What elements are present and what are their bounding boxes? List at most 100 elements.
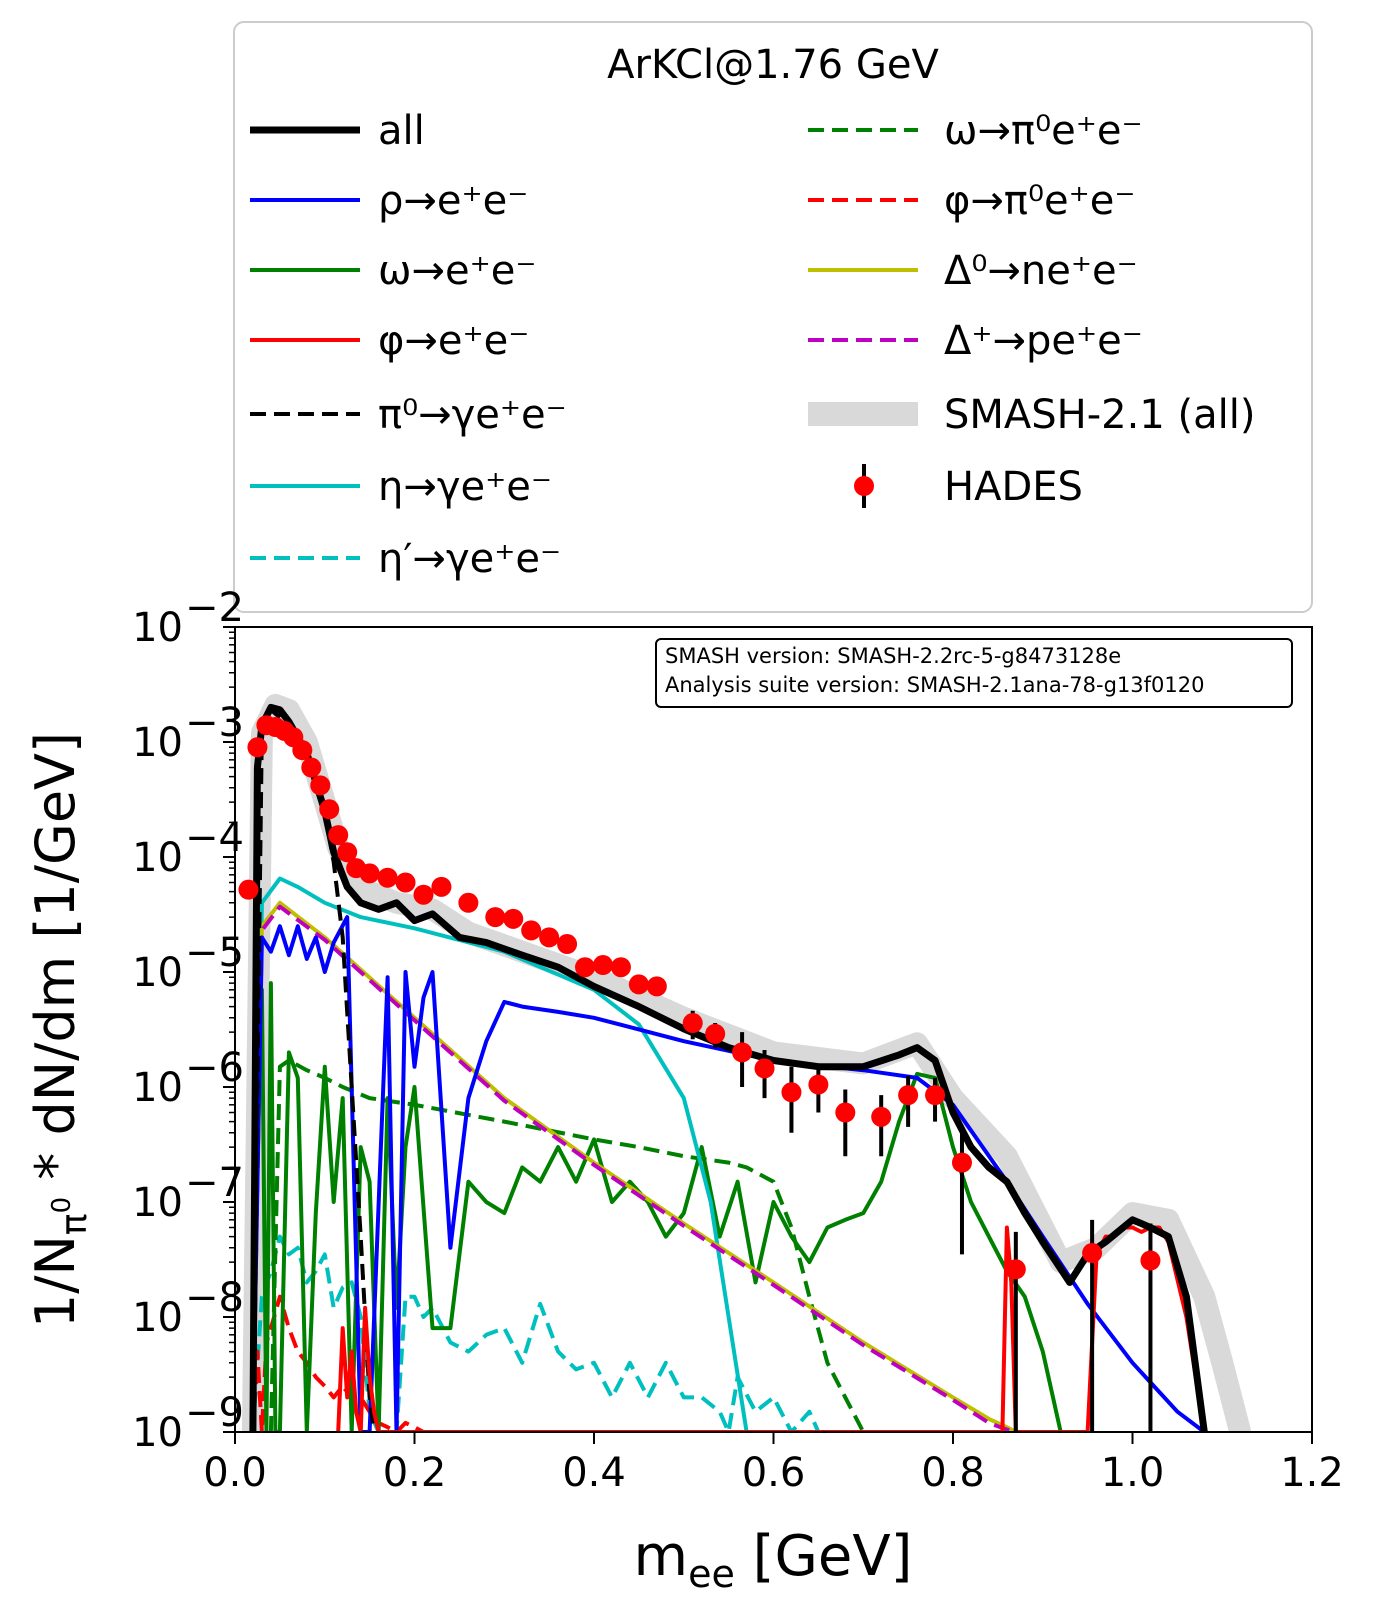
hades-point-10: [328, 825, 349, 846]
legend-hades-marker: [854, 476, 874, 496]
hades-point-14: [377, 867, 398, 888]
series-omega-dalitz: [268, 1058, 866, 1432]
y-tick-label-0: 10: [132, 605, 183, 651]
hades-point-7: [301, 757, 322, 778]
y-tick-label-3: 10: [132, 950, 183, 996]
y-tick-exponent-1: −3: [185, 700, 244, 746]
plot-area: SMASH version: SMASH-2.2rc-5-g8473128e A…: [24, 585, 1344, 1596]
hades-point-0: [238, 879, 259, 900]
x-tick-label-0: 0.0: [203, 1450, 267, 1496]
hades-point-29: [682, 1013, 703, 1034]
x-tick-label-1: 0.2: [383, 1450, 447, 1496]
y-tick-exponent-3: −5: [185, 930, 244, 976]
y-tick-label-5: 10: [132, 1180, 183, 1226]
analysis-version-text: Analysis suite version: SMASH-2.1ana-78-…: [665, 673, 1205, 697]
hades-point-11: [337, 842, 358, 863]
hades-point-20: [503, 908, 524, 929]
hades-point-28: [646, 976, 667, 997]
hades-point-16: [413, 884, 434, 905]
smash-version-text: SMASH version: SMASH-2.2rc-5-g8473128e: [665, 644, 1121, 668]
legend-entries: all ρ→e⁺e⁻ ω→e⁺e⁻ φ→e⁺e⁻ π⁰→γe⁺e⁻ η→γe⁺e⁻ η′→γ…: [250, 108, 1255, 582]
x-tick-label-3: 0.6: [742, 1450, 806, 1496]
legend-entry-smash-2-1-all: SMASH-2.1 (all): [808, 392, 1255, 438]
series-omega-ee: [250, 981, 1063, 1432]
version-info-box: SMASH version: SMASH-2.2rc-5-g8473128e A…: [655, 638, 1293, 708]
y-tick-exponent-5: −7: [185, 1160, 244, 1206]
legend-entry-omega-dalitz: ω→π⁰e⁺e⁻: [808, 108, 1143, 154]
series-deltaplus-dalitz: [250, 904, 1017, 1432]
legend-entry-hades: HADES: [854, 464, 1083, 510]
hades-point-24: [575, 957, 596, 978]
legend-label-pi0-dalitz: π⁰→γe⁺e⁻: [378, 392, 567, 438]
legend-label-eta-dalitz: η→γe⁺e⁻: [378, 464, 552, 510]
hades-point-15: [395, 872, 416, 893]
x-axis: 0.0 0.2 0.4 0.6 0.8 1.0 1.2: [203, 1432, 1344, 1496]
legend-label-omega-ee: ω→e⁺e⁻: [378, 248, 536, 294]
hades-point-36: [871, 1106, 892, 1127]
hades-point-30: [705, 1023, 726, 1044]
hades-point-40: [1005, 1259, 1026, 1280]
legend-label-hades: HADES: [944, 464, 1083, 510]
y-tick-exponent-0: −2: [185, 585, 244, 631]
legend-label-all: all: [378, 108, 425, 154]
hades-point-8: [310, 775, 331, 796]
hades-point-23: [557, 934, 578, 955]
legend-label-phi-dalitz: φ→π⁰e⁺e⁻: [944, 178, 1135, 224]
hades-point-9: [319, 799, 340, 820]
legend-entry-etaprime-dalitz: η′→γe⁺e⁻: [250, 536, 561, 582]
legend-label-phi-ee: φ→e⁺e⁻: [378, 318, 529, 364]
x-tick-label-2: 0.4: [562, 1450, 626, 1496]
hades-point-21: [521, 920, 542, 941]
hades-point-25: [592, 955, 613, 976]
hades-point-27: [628, 974, 649, 995]
y-tick-exponent-7: −9: [185, 1390, 244, 1436]
legend-entry-eta-dalitz: η→γe⁺e⁻: [250, 464, 552, 510]
y-tick-label-1: 10: [132, 720, 183, 766]
hades-point-38: [925, 1085, 946, 1106]
y-axis-label: 1/Nπ0 * dN/dm [1/GeV]: [24, 732, 95, 1328]
y-tick-exponent-6: −8: [185, 1275, 244, 1321]
hades-point-34: [808, 1074, 829, 1095]
y-tick-label-7: 10: [132, 1410, 183, 1456]
hades-point-37: [898, 1085, 919, 1106]
legend-entry-all: all: [250, 108, 425, 154]
x-tick-label-4: 0.8: [921, 1450, 985, 1496]
legend-entry-phi-ee: φ→e⁺e⁻: [250, 318, 529, 364]
legend-entry-deltaplus-dalitz: Δ⁺→pe⁺e⁻: [808, 318, 1143, 364]
legend-entry-phi-dalitz: φ→π⁰e⁺e⁻: [808, 178, 1135, 224]
y-axis: 10−210−310−410−510−610−710−810−9: [132, 585, 244, 1456]
y-tick-label-4: 10: [132, 1065, 183, 1111]
hades-layer: [238, 715, 1161, 1432]
legend-label-deltaplus-dalitz: Δ⁺→pe⁺e⁻: [944, 318, 1143, 364]
legend-label-etaprime-dalitz: η′→γe⁺e⁻: [378, 536, 561, 582]
hades-point-13: [359, 863, 380, 884]
hades-point-41: [1082, 1243, 1103, 1264]
legend-label-smash-2-1-all: SMASH-2.1 (all): [944, 392, 1255, 438]
hades-point-26: [610, 957, 631, 978]
hades-point-17: [431, 876, 452, 897]
hades-point-39: [951, 1152, 972, 1173]
legend-title: ArKCl@1.76 GeV: [607, 42, 939, 88]
legend-label-delta0-dalitz: Δ⁰→ne⁺e⁻: [944, 248, 1138, 294]
y-tick-exponent-4: −6: [185, 1045, 244, 1091]
y-tick-exponent-2: −4: [185, 815, 244, 861]
y-tick-label-6: 10: [132, 1295, 183, 1341]
legend-entry-rho-ee: ρ→e⁺e⁻: [250, 178, 528, 224]
hades-point-31: [732, 1042, 753, 1063]
hades-point-18: [458, 892, 479, 913]
legend-entry-delta0-dalitz: Δ⁰→ne⁺e⁻: [808, 248, 1138, 294]
hades-point-1: [247, 737, 268, 758]
series-rho-ee: [250, 915, 1206, 1432]
hades-point-32: [754, 1058, 775, 1079]
y-tick-label-2: 10: [132, 835, 183, 881]
hades-point-6: [292, 740, 313, 761]
x-tick-label-5: 1.0: [1101, 1450, 1165, 1496]
version-info-frame: [655, 638, 1293, 708]
hades-point-22: [539, 927, 560, 948]
legend-entry-omega-ee: ω→e⁺e⁻: [250, 248, 536, 294]
legend-frame: [233, 21, 1313, 613]
x-tick-label-6: 1.2: [1280, 1450, 1344, 1496]
hades-point-42: [1140, 1250, 1161, 1271]
legend-entry-pi0-dalitz: π⁰→γe⁺e⁻: [250, 392, 567, 438]
